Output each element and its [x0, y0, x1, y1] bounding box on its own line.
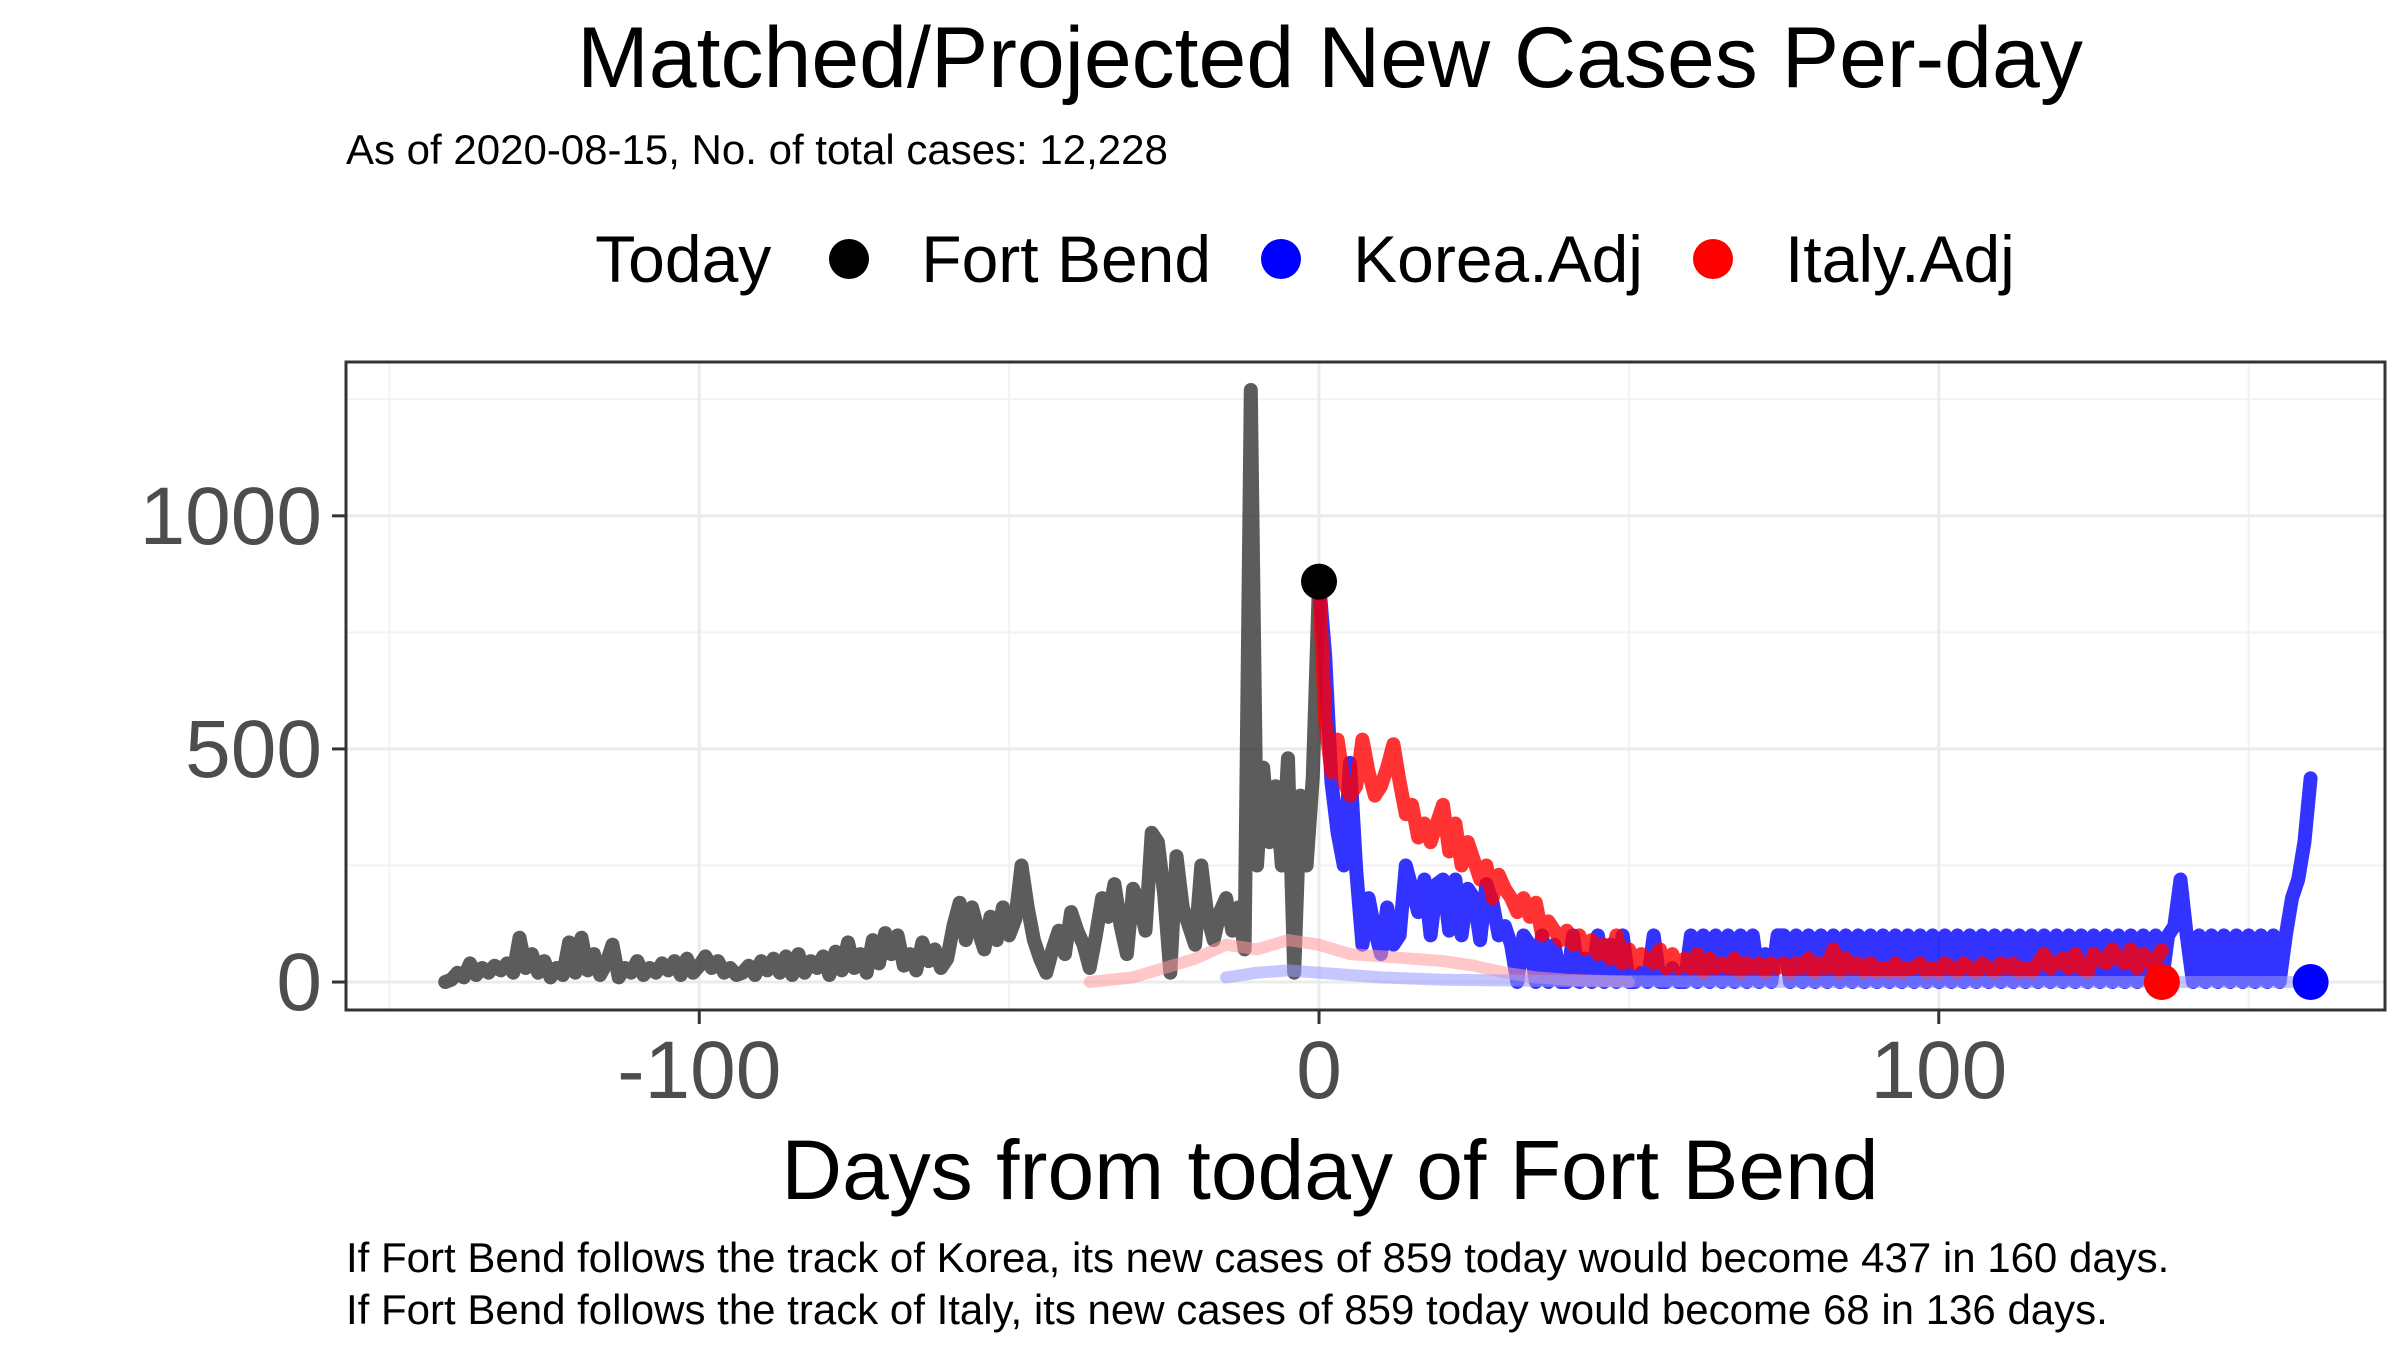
legend-swatch: [1261, 239, 1302, 279]
today-marker-fort-bend: [1301, 563, 1338, 600]
x-tick-label: 100: [1870, 1025, 2007, 1116]
legend-item-korea: Korea.Adj: [1261, 221, 1643, 297]
legend-swatch: [829, 239, 870, 279]
x-tick-label: -100: [617, 1025, 781, 1116]
chart-subtitle: As of 2020-08-15, No. of total cases: 12…: [346, 126, 1168, 173]
y-tick-label: 0: [276, 937, 322, 1028]
legend: Today Fort Bend Korea.Adj Italy.Adj: [0, 214, 2400, 304]
today-marker-italy-adj: [2143, 964, 2180, 1001]
legend-item-italy: Italy.Adj: [1692, 221, 2015, 297]
legend-label: Fort Bend: [921, 222, 1212, 296]
today-marker-korea-adj: [2292, 964, 2329, 1001]
projection-note-korea: If Fort Bend follows the track of Korea,…: [346, 1234, 2170, 1281]
y-tick-label: 500: [185, 704, 322, 795]
legend-item-fort-bend: Fort Bend: [829, 221, 1211, 297]
legend-label: Korea.Adj: [1353, 222, 1643, 296]
legend-swatch: [1692, 239, 1733, 279]
x-axis-label: Days from today of Fort Bend: [781, 1123, 1879, 1217]
y-tick-label: 1000: [140, 471, 322, 562]
series-line-korea-adj: [1312, 574, 2318, 989]
legend-title: Today: [595, 222, 772, 296]
plot-panel-border: [344, 360, 2387, 1012]
series-line-reference-4: [1220, 964, 2305, 988]
chart-title: Matched/Projected New Cases Per-day: [577, 10, 2083, 106]
x-tick-label: 0: [1296, 1025, 1342, 1116]
series-line-fort-bend: [438, 383, 1326, 989]
series-line-italy-adj: [1312, 574, 2169, 980]
series-line-reference-3: [1083, 934, 1635, 988]
legend-label: Italy.Adj: [1784, 222, 2015, 296]
projection-note-italy: If Fort Bend follows the track of Italy,…: [346, 1286, 2108, 1333]
